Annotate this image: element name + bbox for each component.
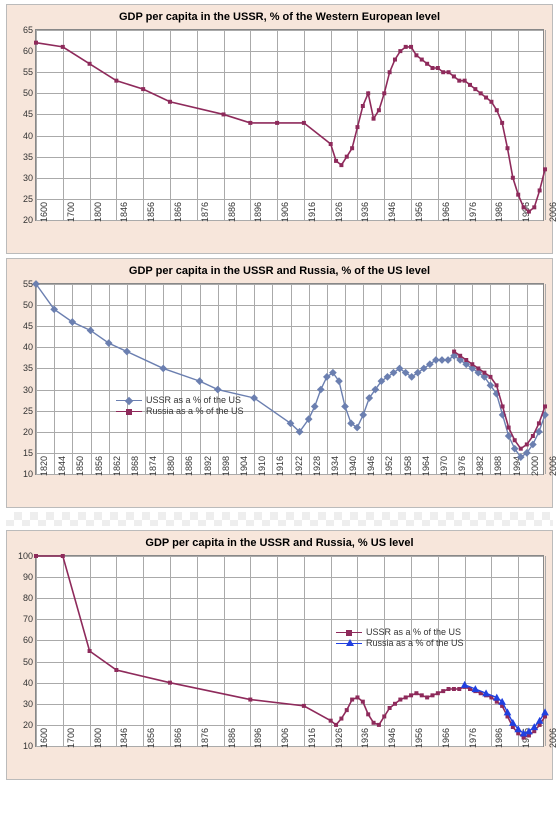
chart-panel: GDP per capita in the USSR and Russia, %… xyxy=(6,258,553,508)
y-tick-label: 70 xyxy=(23,614,33,624)
y-tick-label: 50 xyxy=(23,300,33,310)
legend: USSR as a % of the USRussia as a % of th… xyxy=(336,626,464,649)
y-tick-label: 35 xyxy=(23,152,33,162)
y-tick-label: 100 xyxy=(18,551,33,561)
gridline-v xyxy=(545,284,546,474)
y-tick-label: 45 xyxy=(23,109,33,119)
y-tick-label: 55 xyxy=(23,67,33,77)
y-tick-label: 20 xyxy=(23,427,33,437)
plot-area: 1020304050607080901001600170018001846185… xyxy=(35,555,544,747)
y-tick-label: 40 xyxy=(23,342,33,352)
y-tick-label: 30 xyxy=(23,173,33,183)
legend-item: Russia as a % of the US xyxy=(336,638,464,648)
legend-label: Russia as a % of the US xyxy=(146,406,244,416)
y-tick-label: 60 xyxy=(23,635,33,645)
y-tick-label: 80 xyxy=(23,593,33,603)
y-tick-label: 55 xyxy=(23,279,33,289)
charts-container: GDP per capita in the USSR, % of the Wes… xyxy=(0,4,559,780)
y-tick-label: 15 xyxy=(23,448,33,458)
chart-panel: GDP per capita in the USSR and Russia, %… xyxy=(6,530,553,780)
legend-item: USSR as a % of the US xyxy=(116,395,244,405)
legend-label: Russia as a % of the US xyxy=(366,638,464,648)
series-layer xyxy=(36,556,545,746)
x-tick-label: 2006 xyxy=(548,456,558,476)
legend-label: USSR as a % of the US xyxy=(146,395,241,405)
chart-title: GDP per capita in the USSR and Russia, %… xyxy=(7,259,552,279)
y-tick-label: 50 xyxy=(23,88,33,98)
legend-swatch xyxy=(336,643,362,644)
y-tick-label: 45 xyxy=(23,321,33,331)
plot-area: 2025303540455055606516001700180018461856… xyxy=(35,29,544,221)
y-tick-label: 30 xyxy=(23,699,33,709)
y-tick-label: 25 xyxy=(23,406,33,416)
y-tick-label: 20 xyxy=(23,215,33,225)
legend-swatch xyxy=(336,632,362,633)
chart-panel: GDP per capita in the USSR, % of the Wes… xyxy=(6,4,553,254)
gridline-v xyxy=(545,30,546,220)
series-layer xyxy=(36,284,545,474)
x-tick-label: 2006 xyxy=(548,728,558,748)
y-tick-label: 65 xyxy=(23,25,33,35)
legend-label: USSR as a % of the US xyxy=(366,627,461,637)
y-tick-label: 60 xyxy=(23,46,33,56)
y-tick-label: 90 xyxy=(23,572,33,582)
y-tick-label: 40 xyxy=(23,678,33,688)
x-tick-label: 2006 xyxy=(548,202,558,222)
chart-title: GDP per capita in the USSR, % of the Wes… xyxy=(7,5,552,25)
y-tick-label: 10 xyxy=(23,741,33,751)
legend-item: USSR as a % of the US xyxy=(336,627,464,637)
x-axis-area xyxy=(7,225,552,253)
legend-item: Russia as a % of the US xyxy=(116,406,244,416)
x-axis-area xyxy=(7,479,552,507)
legend-swatch xyxy=(116,400,142,401)
y-tick-label: 30 xyxy=(23,385,33,395)
y-tick-label: 35 xyxy=(23,363,33,373)
y-tick-label: 50 xyxy=(23,657,33,667)
legend-swatch xyxy=(116,411,142,412)
transparency-strip xyxy=(6,512,553,526)
y-tick-label: 10 xyxy=(23,469,33,479)
y-tick-label: 25 xyxy=(23,194,33,204)
y-tick-label: 20 xyxy=(23,720,33,730)
chart-title: GDP per capita in the USSR and Russia, %… xyxy=(7,531,552,551)
series-layer xyxy=(36,30,545,220)
legend: USSR as a % of the USRussia as a % of th… xyxy=(116,394,244,417)
plot-area: 1015202530354045505518201844185018561862… xyxy=(35,283,544,475)
x-axis-area xyxy=(7,751,552,779)
y-tick-label: 40 xyxy=(23,131,33,141)
